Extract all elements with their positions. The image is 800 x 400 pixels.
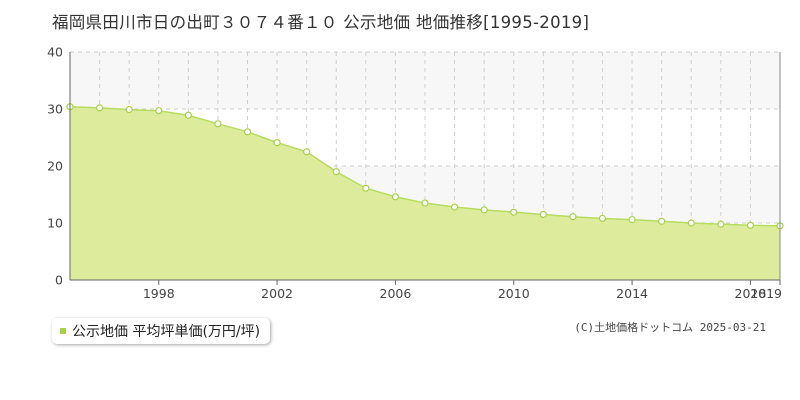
x-tick-label: 2014: [616, 286, 648, 301]
y-tick-label: 0: [55, 273, 63, 288]
data-point: [628, 215, 636, 224]
data-point: [243, 128, 252, 136]
data-point: [273, 139, 281, 147]
data-point: [717, 220, 725, 228]
credit-text: (C)土地価格ドットコム 2025-03-21: [574, 321, 766, 334]
data-point: [184, 111, 192, 119]
data-point: [214, 120, 222, 128]
data-point: [598, 214, 607, 223]
x-tick-label: 2018: [735, 286, 767, 301]
x-tick-label: 2010: [498, 286, 530, 301]
y-tick-label: 30: [47, 102, 63, 117]
data-point: [569, 213, 577, 221]
data-point: [658, 217, 666, 225]
x-tick-label: 2002: [261, 286, 293, 301]
chart-legend: 公示地価 平均坪単価(万円/坪): [52, 318, 271, 344]
data-point: [746, 221, 755, 229]
data-point: [480, 206, 488, 214]
x-tick-label: 2019: [750, 286, 782, 301]
series-area: [70, 106, 780, 280]
data-point: [332, 168, 340, 176]
data-point: [539, 210, 547, 219]
x-tick-label: 1998: [143, 286, 175, 301]
legend-label: 公示地価 平均坪単価(万円/坪): [72, 324, 261, 340]
data-point: [95, 104, 104, 112]
data-point: [303, 148, 311, 156]
y-tick-label: 40: [47, 45, 63, 60]
data-point: [421, 199, 429, 207]
legend-marker: [60, 328, 66, 334]
data-point: [510, 208, 518, 216]
y-tick-label: 20: [47, 159, 63, 174]
y-tick-label: 10: [47, 216, 63, 231]
data-point: [362, 184, 370, 192]
data-point: [391, 193, 400, 201]
x-tick-label: 2006: [380, 286, 412, 301]
data-point: [155, 107, 163, 115]
data-point: [450, 203, 459, 211]
data-point: [125, 105, 133, 114]
chart-title: 福岡県田川市日の出町３０７４番１０ 公示地価 地価推移[1995-2019]: [52, 13, 590, 32]
data-point: [687, 219, 695, 227]
